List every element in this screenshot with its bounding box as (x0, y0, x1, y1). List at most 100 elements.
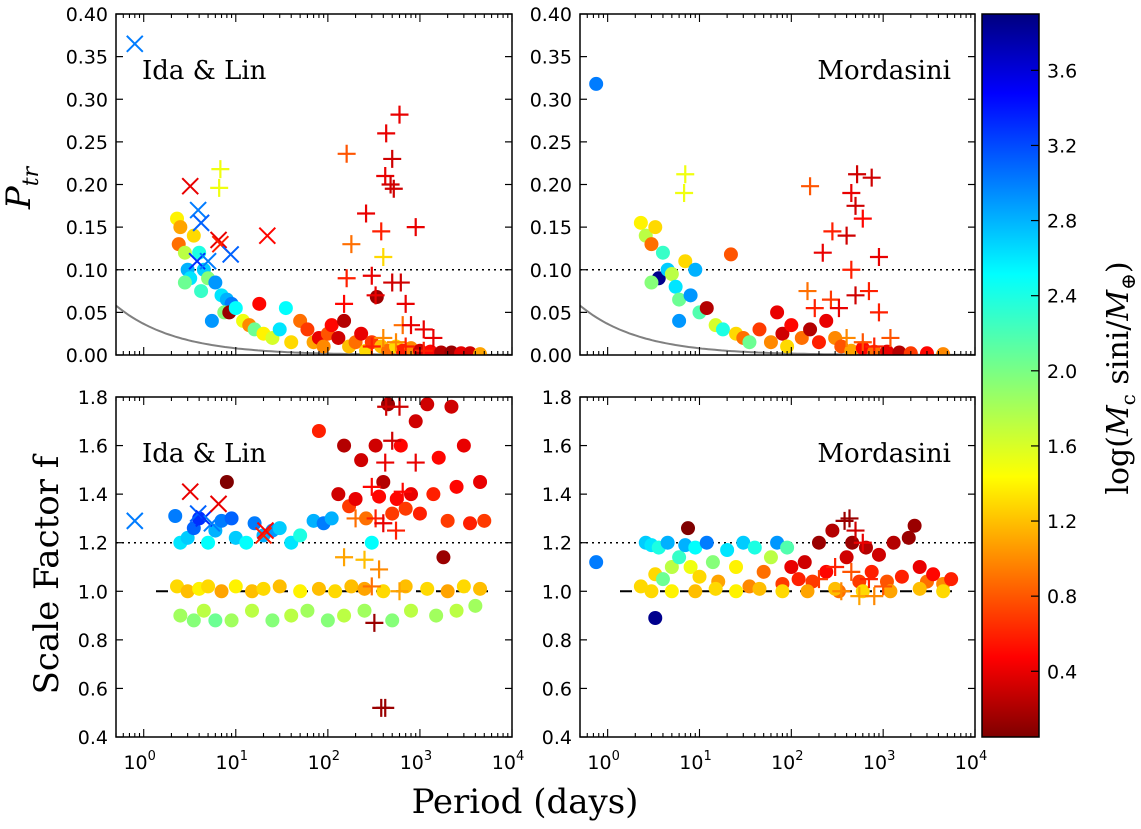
data-point-circle (444, 399, 459, 414)
y-tick-label: 0.4 (78, 727, 108, 749)
y-tick-label: 1.8 (542, 387, 572, 409)
y-tick-label: 0.40 (66, 4, 108, 26)
y-tick-label: 0.20 (66, 175, 108, 197)
plot-area (116, 397, 512, 717)
data-point-circle (644, 275, 659, 290)
data-point-plus (865, 587, 884, 606)
data-point-circle (655, 572, 670, 587)
data-point-circle (648, 220, 663, 235)
y-tick-label: 0.30 (66, 89, 108, 111)
data-point-plus (372, 222, 391, 241)
data-point-circle (936, 347, 951, 355)
data-point-circle (385, 613, 400, 628)
colorbar: 0.4 0.8 1.2 1.6 2.0 2.4 2.8 3.2 3.6 log(Mc sini/M… (981, 13, 1140, 738)
data-point-circle (708, 581, 723, 596)
data-point-x (126, 512, 144, 530)
data-point-plus (842, 260, 861, 279)
data-point-circle (672, 550, 687, 565)
y-tick-label: 0.8 (542, 630, 572, 652)
data-point-circle (311, 424, 326, 438)
data-point-plus (859, 282, 878, 301)
data-point-plus (414, 320, 433, 339)
data-point-circle (337, 438, 352, 453)
data-point-circle (819, 313, 834, 328)
data-point-circle (324, 511, 339, 526)
data-point-circle (894, 569, 909, 584)
data-point-circle (664, 584, 679, 599)
data-point-circle (633, 215, 648, 230)
data-point-circle (440, 584, 455, 599)
y-tick-label: 0.35 (66, 47, 108, 69)
data-point-circle (300, 603, 315, 618)
colorbar-tick-label: 2.0 (1047, 361, 1077, 383)
data-point-x (181, 177, 199, 195)
y-tick-label: 0.30 (530, 89, 572, 111)
y-tick-label: 0.05 (530, 302, 572, 324)
x-tick-label: 102 (308, 749, 340, 774)
data-point-plus (676, 165, 695, 184)
y-tick-label: 0.25 (530, 132, 572, 154)
x-tick-label: 101 (679, 749, 711, 774)
y-tick-label: 0.05 (66, 302, 108, 324)
data-point-x (195, 509, 213, 528)
data-point-circle (398, 579, 413, 594)
data-point-plus (362, 477, 381, 496)
data-point-circle (284, 608, 299, 623)
data-point-circle (803, 322, 818, 337)
data-point-circle (844, 343, 859, 355)
data-point-x (209, 495, 228, 513)
data-point-circle (912, 560, 927, 574)
data-point-circle (723, 247, 738, 262)
data-point-plus (840, 509, 859, 528)
data-point-plus (823, 222, 842, 241)
data-point-circle (354, 326, 369, 341)
y-tick-label: 0.35 (530, 47, 572, 69)
data-point-circle (729, 584, 744, 599)
data-point-circle (644, 237, 659, 252)
data-point-circle (901, 530, 916, 545)
colorbar-tick-label: 3.2 (1047, 135, 1077, 157)
data-point-plus (837, 328, 856, 347)
data-point-circle (436, 550, 451, 565)
data-point-circle (300, 322, 315, 337)
data-point-circle (368, 438, 383, 453)
data-point-plus (881, 328, 900, 347)
data-point-circle (886, 535, 901, 550)
data-point-circle (742, 335, 757, 350)
data-point-plus (366, 286, 385, 305)
data-point-circle (331, 487, 346, 502)
data-point-circle (668, 279, 683, 294)
y-tick-label: 0.6 (78, 678, 108, 700)
data-point-circle (214, 584, 229, 599)
data-point-plus (381, 175, 400, 194)
data-point-circle (926, 567, 941, 582)
data-point-circle (244, 603, 259, 618)
data-point-plus (377, 124, 396, 143)
data-point-circle (791, 572, 806, 587)
x-tick-label: 101 (216, 749, 248, 774)
data-point-plus (402, 316, 421, 335)
data-point-plus (414, 341, 433, 355)
data-point-circle (177, 245, 192, 260)
data-point-plus (374, 514, 393, 533)
x-tick-label: 103 (400, 749, 432, 774)
data-point-circle (644, 584, 659, 599)
y-tick-label: 0.40 (530, 4, 572, 26)
data-point-circle (426, 487, 441, 502)
data-point-plus (390, 582, 409, 601)
data-point-plus (211, 160, 230, 179)
data-point-circle (784, 318, 799, 333)
data-point-circle (359, 511, 374, 526)
data-point-circle (907, 518, 922, 533)
data-point-circle (194, 284, 209, 299)
data-point-plus (387, 521, 406, 540)
data-point-circle (440, 513, 455, 528)
data-point-plus (842, 562, 861, 581)
data-point-plus (383, 149, 402, 168)
x-tick-label: 102 (771, 749, 803, 774)
data-point-circle (247, 516, 262, 531)
data-point-circle (244, 584, 259, 599)
data-point-plus (335, 548, 354, 567)
data-point-circle (224, 613, 239, 628)
